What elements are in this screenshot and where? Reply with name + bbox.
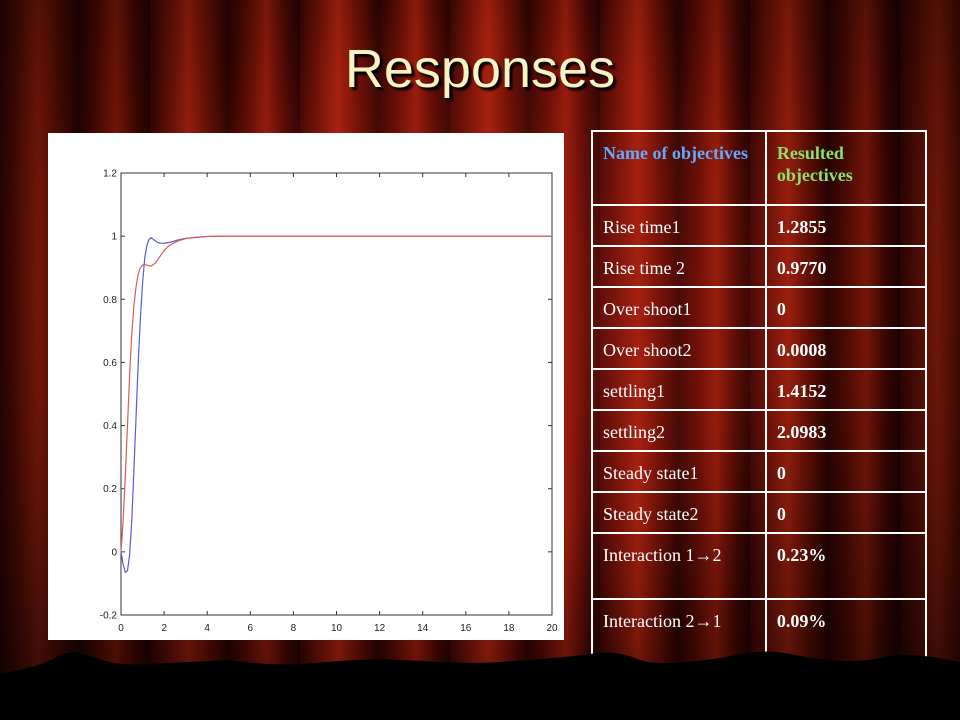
response-plot: 0 2 4 6 8 10 12 14 16 18 20 -0.2 0 0.2 0.4 0.6 0.8 1 1.2 <box>48 133 564 640</box>
stage-floor <box>0 651 960 720</box>
header-name-of-objectives: Name of objectives <box>591 130 767 206</box>
y-tick-label: 0.4 <box>103 421 117 432</box>
x-tick-label: 6 <box>248 623 254 634</box>
table-row: settling2 2.0983 <box>591 409 928 452</box>
x-tick-label: 12 <box>374 623 386 634</box>
objective-value: 1.4152 <box>764 368 928 411</box>
table-row: settling1 1.4152 <box>591 368 928 411</box>
x-tick-label: 14 <box>417 623 429 634</box>
table-row: Over shoot1 0 <box>591 286 928 329</box>
series-line-2 <box>120 235 552 552</box>
x-tick-label: 8 <box>291 623 297 634</box>
x-tick-label: 10 <box>331 623 343 634</box>
objective-name: Interaction 1→2 <box>591 532 767 600</box>
y-tick-label: 0.6 <box>103 358 117 369</box>
objective-name: Rise time 2 <box>591 245 767 288</box>
y-tick-label: -0.2 <box>100 611 118 622</box>
plot-axes-frame <box>120 172 553 616</box>
y-tick-label: 1 <box>111 232 117 243</box>
objective-name: Rise time1 <box>591 204 767 247</box>
objective-value: 2.0983 <box>764 409 928 452</box>
objective-name: Over shoot1 <box>591 286 767 329</box>
objective-name: Steady state1 <box>591 450 767 493</box>
objective-value: 0.9770 <box>764 245 928 288</box>
objective-value: 0.0008 <box>764 327 928 370</box>
x-tick-label: 0 <box>118 623 124 634</box>
objective-name: settling2 <box>591 409 767 452</box>
objective-name: Steady state2 <box>591 491 767 534</box>
table-row: Steady state2 0 <box>591 491 928 534</box>
table-row: Rise time1 1.2855 <box>591 204 928 247</box>
y-tick-label: 1.2 <box>103 169 117 180</box>
table-row: Interaction 1→2 0.23% <box>591 532 928 600</box>
response-plot-svg: 0 2 4 6 8 10 12 14 16 18 20-0.200.20.40.60.811.2 <box>100 169 558 635</box>
series-line-1 <box>120 235 552 574</box>
objective-name: settling1 <box>591 368 767 411</box>
x-tick-label: 18 <box>503 623 515 634</box>
objective-value: 0 <box>764 286 928 329</box>
objective-value: 0.23% <box>764 532 928 600</box>
y-tick-label: 0 <box>111 547 117 558</box>
objective-value: 0 <box>764 450 928 493</box>
y-tick-label: 0.8 <box>103 295 117 306</box>
table-row: Over shoot2 0.0008 <box>591 327 928 370</box>
table-row: Steady state1 0 <box>591 450 928 493</box>
x-tick-label: 4 <box>204 623 210 634</box>
x-tick-label: 20 <box>546 623 558 634</box>
objective-name: Over shoot2 <box>591 327 767 370</box>
objective-value: 0 <box>764 491 928 534</box>
x-tick-label: 2 <box>161 623 167 634</box>
y-tick-label: 0.2 <box>103 484 117 495</box>
table-row: Rise time 2 0.9770 <box>591 245 928 288</box>
header-resulted-objectives: Resulted objectives <box>764 130 928 206</box>
table-header-row: Name of objectives Resulted objectives <box>591 130 928 206</box>
objectives-table: Name of objectives Resulted objectives R… <box>591 130 928 666</box>
x-tick-label: 16 <box>460 623 472 634</box>
objective-value: 1.2855 <box>764 204 928 247</box>
slide-title: Responses <box>344 39 616 99</box>
